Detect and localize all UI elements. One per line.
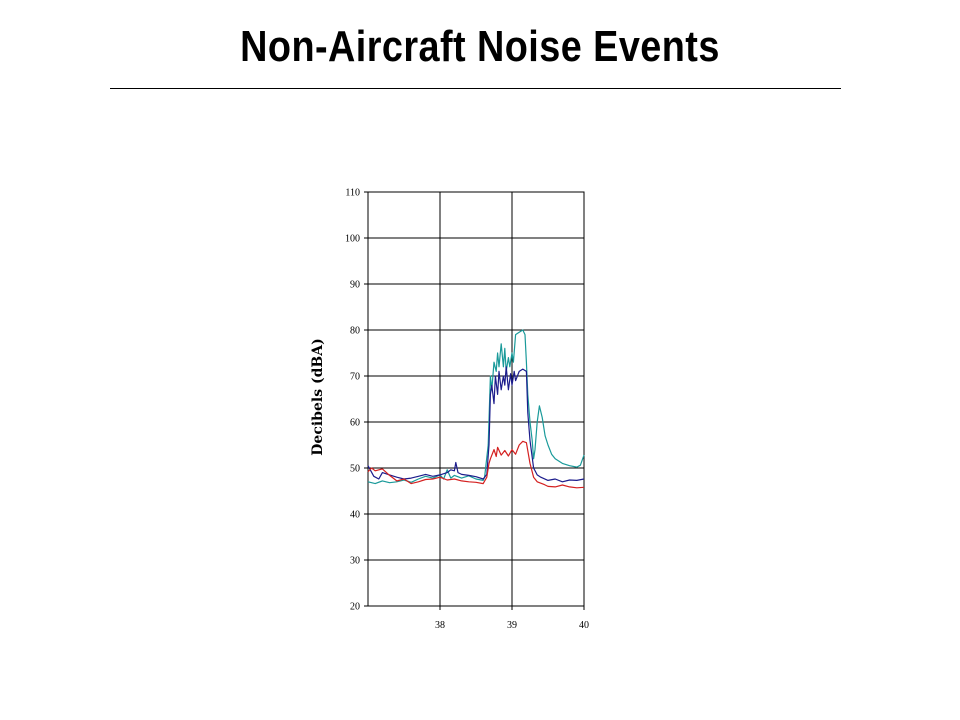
y-tick-label: 110 [345,188,360,199]
y-tick-label: 90 [350,280,360,291]
x-tick-label: 40 [579,620,589,631]
slide-title: Non-Aircraft Noise Events [240,22,720,71]
series-line-1 [367,329,585,485]
y-axis-label: Decibels (dBA) [310,338,326,455]
chart-series [367,329,585,489]
series-line-2 [367,366,585,483]
series-line-3 [367,440,585,489]
y-tick-label: 20 [350,602,360,613]
y-tick-label: 30 [350,556,360,567]
y-tick-label: 40 [350,510,360,521]
x-tick-label: 39 [507,620,517,631]
chart-ticks: 20 30 40 50 60 70 80 90 100 110 38 39 40 [345,188,589,632]
plot-area-frame [367,191,585,607]
y-tick-label: 100 [345,234,360,245]
y-tick-label: 60 [350,418,360,429]
y-tick-label: 80 [350,326,360,337]
x-tick-label: 38 [435,620,445,631]
title-divider [110,88,841,89]
chart-grid [368,191,585,607]
y-tick-label: 50 [350,464,360,475]
y-tick-label: 70 [350,372,360,383]
